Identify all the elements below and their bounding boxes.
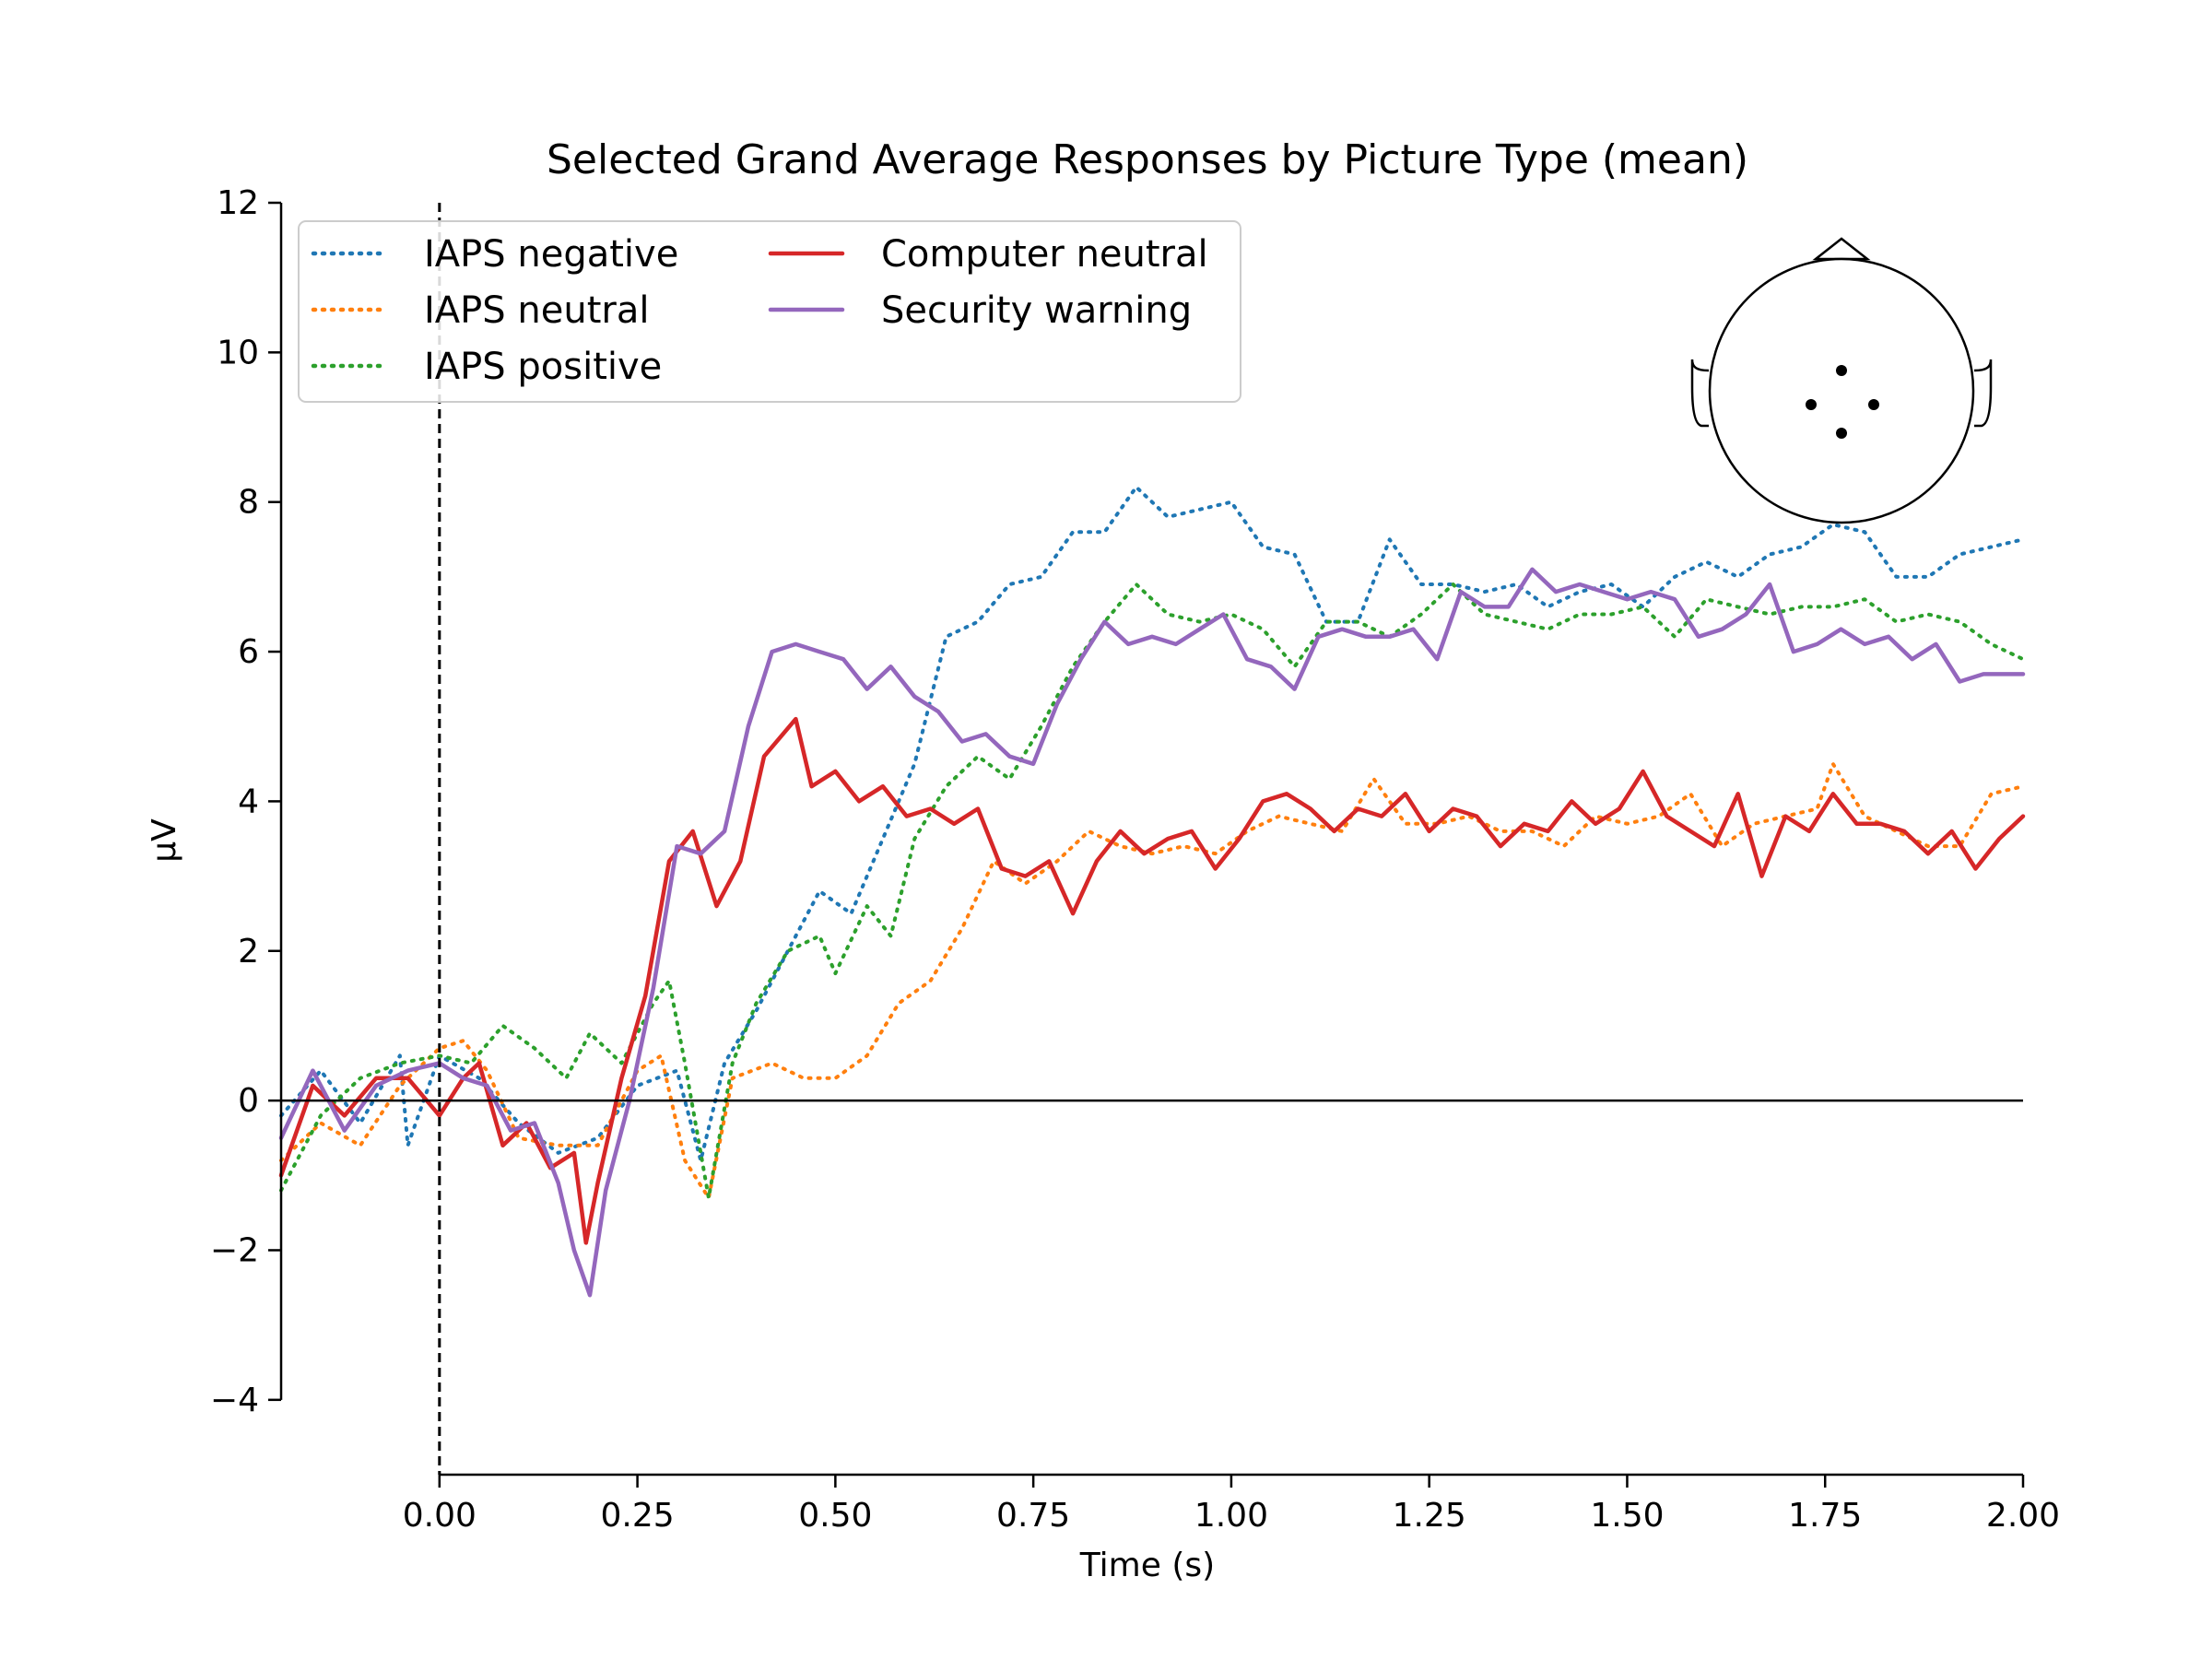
- head-outline-icon: [1708, 257, 1975, 524]
- x-tick-label: 0.25: [601, 1497, 675, 1535]
- y-tick-label: 10: [217, 334, 259, 371]
- head-right-ear-icon: [1973, 359, 1993, 428]
- y-tick-label: −2: [210, 1231, 259, 1269]
- sensor-dot: [1836, 428, 1847, 439]
- series-line-security-warning: [278, 567, 2026, 1298]
- x-tick-label: 0.75: [996, 1497, 1070, 1535]
- x-axis-label: Time (s): [1079, 1547, 1215, 1584]
- x-tick-label: 0.50: [798, 1497, 872, 1535]
- y-tick-label: 12: [217, 184, 259, 222]
- x-tick-label: 1.75: [1788, 1497, 1862, 1535]
- plot-area: [278, 203, 2026, 1475]
- head-nose-icon: [1812, 237, 1871, 261]
- y-axis-label: µV: [146, 818, 183, 863]
- x-tick-label: 0.00: [403, 1497, 477, 1535]
- x-ticks: 0.00 0.25 0.50 0.75 1.00 1.25 1.50 1.75 2.00: [403, 1475, 2060, 1535]
- y-tick-label: 0: [238, 1082, 259, 1120]
- axes: −4 −2 0 2 4 6 8 10 12 0.00 0.25 0.50 0.75 1.00 1.25 1.…: [210, 184, 2060, 1535]
- y-tick-label: 8: [238, 484, 259, 522]
- chart-title: Selected Grand Average Responses by Pict…: [547, 136, 1748, 183]
- series-line-iaps-positive: [279, 582, 2025, 1200]
- y-tick-label: 4: [238, 782, 259, 820]
- x-tick-label: 1.25: [1393, 1497, 1466, 1535]
- x-tick-label: 1.50: [1590, 1497, 1664, 1535]
- series-line-computer-neutral: [278, 716, 2026, 1245]
- y-tick-label: 2: [238, 933, 259, 971]
- legend-label: IAPS positive: [424, 346, 662, 388]
- y-tick-label: 6: [238, 633, 259, 671]
- y-tick-label: −4: [210, 1382, 259, 1419]
- series-line-iaps-neutral: [279, 761, 2025, 1200]
- x-tick-label: 1.00: [1194, 1497, 1268, 1535]
- sensor-head-inset: [1690, 237, 1993, 524]
- y-ticks: −4 −2 0 2 4 6 8 10 12: [210, 184, 281, 1419]
- legend-items: IAPS negative IAPS neutral IAPS positive Co…: [311, 233, 1208, 388]
- sensor-dot: [1806, 399, 1817, 410]
- head-left-ear-icon: [1690, 359, 1710, 428]
- series-layer: [278, 485, 2026, 1298]
- legend-label: Computer neutral: [881, 233, 1208, 276]
- legend-label: Security warning: [881, 289, 1192, 332]
- legend-label: IAPS neutral: [424, 289, 649, 332]
- sensor-dot: [1836, 365, 1847, 376]
- legend: IAPS negative IAPS neutral IAPS positive Co…: [298, 220, 1241, 403]
- legend-label: IAPS negative: [424, 233, 678, 276]
- series-line-iaps-negative: [279, 485, 2025, 1163]
- x-tick-label: 2.00: [1986, 1497, 2060, 1535]
- sensor-dot: [1868, 399, 1879, 410]
